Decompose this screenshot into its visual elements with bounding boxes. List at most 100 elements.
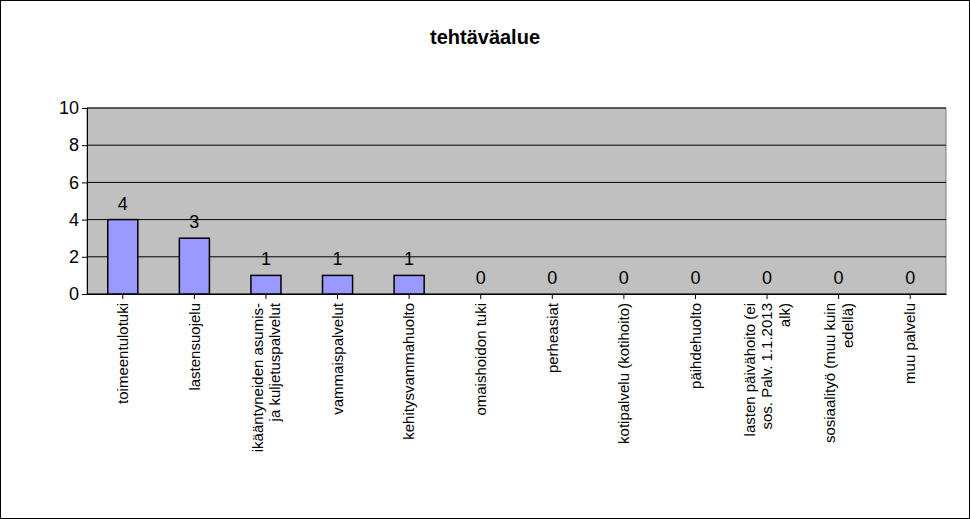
x-tick-label: sosiaalityö (muu kuin edellä): [821, 303, 855, 443]
data-label: 0: [476, 268, 486, 288]
x-tick-mark: [623, 294, 624, 299]
y-tick-mark: [82, 145, 87, 146]
x-tick-mark: [265, 294, 266, 299]
y-tick-label: 0: [69, 284, 79, 304]
x-tick-label: toimeentulotuki: [114, 303, 131, 404]
y-tick-mark: [82, 220, 87, 221]
x-tick-mark: [409, 294, 410, 299]
x-tick-label-line: alk): [776, 303, 793, 331]
x-tick-mark: [337, 294, 338, 299]
y-tick-label: 6: [69, 173, 79, 193]
x-tick: kehitysvammahuolto: [400, 294, 417, 440]
x-axis: toimeentulotuki lastensuojelu ikääntyneide…: [88, 294, 947, 452]
y-tick: 6: [69, 173, 87, 193]
data-label: 0: [834, 268, 844, 288]
x-tick-label-line: muu palvelu: [901, 303, 918, 384]
grid-line: [87, 182, 946, 183]
x-tick-label: omaishoidon tuki: [472, 303, 489, 416]
y-tick-label: 10: [59, 98, 79, 118]
grid-line: [87, 145, 946, 146]
y-tick-mark: [82, 257, 87, 258]
x-tick: toimeentulotuki: [114, 294, 131, 404]
x-tick-mark: [122, 294, 123, 299]
x-tick-label-line: lastensuojelu: [186, 303, 203, 391]
x-tick-label-line: päihdehuolto: [687, 303, 704, 389]
x-tick-label: lastensuojelu: [186, 303, 203, 391]
x-tick-mark: [194, 294, 195, 299]
bar: [323, 275, 353, 294]
bar: [251, 275, 281, 294]
data-label: 3: [189, 212, 199, 232]
x-tick-label-line: sos. Palv. 1.1.2013: [758, 303, 775, 434]
x-tick-mark: [552, 294, 553, 299]
y-tick: 2: [69, 247, 87, 267]
y-tick-label: 8: [69, 135, 79, 155]
chart-title: tehtäväalue: [430, 26, 540, 48]
x-tick-label: muu palvelu: [901, 303, 918, 384]
y-tick-mark: [82, 182, 87, 183]
data-labels: 431110000000: [118, 194, 915, 288]
chart-container: tehtäväalue4311100000000246810toimeentul…: [0, 0, 970, 519]
x-tick: kotipalvelu (kotihoito): [615, 294, 632, 444]
grid: [87, 108, 946, 294]
x-tick-label-line: ja kuljetuspalvelut: [266, 302, 283, 425]
data-label: 0: [762, 268, 772, 288]
bar: [824, 293, 854, 294]
data-label: 1: [333, 249, 343, 269]
data-label: 0: [619, 268, 629, 288]
data-label: 0: [690, 268, 700, 288]
bars: [108, 220, 424, 294]
data-label: 0: [905, 268, 915, 288]
y-tick: 10: [59, 98, 87, 118]
y-tick: 8: [69, 135, 87, 155]
y-tick: 0: [69, 284, 87, 304]
y-axis: 0 2 4 6 8 10: [59, 98, 88, 304]
x-tick: muu palvelu: [901, 294, 918, 384]
x-tick: päihdehuolto: [687, 294, 704, 389]
data-label: 4: [118, 194, 128, 214]
x-tick: ikääntyneiden asumis- ja kuljetuspalvelu…: [249, 294, 283, 452]
x-tick-mark: [767, 294, 768, 299]
bar: [895, 293, 925, 294]
grid-line: [87, 219, 946, 220]
x-tick-label-line: perheasiat: [544, 302, 561, 373]
x-tick-label: vammaispalvelut: [329, 302, 346, 415]
x-tick-mark: [838, 294, 839, 299]
x-tick-label-line: lasten päivähoito (ei: [741, 303, 758, 436]
x-axis-line: [88, 294, 947, 295]
data-label: 0: [547, 268, 557, 288]
bar: [394, 275, 424, 294]
bar: [179, 238, 209, 294]
y-tick-label: 4: [69, 210, 79, 230]
grid-line: [87, 108, 946, 109]
x-tick-label: ikääntyneiden asumis- ja kuljetuspalvelu…: [249, 302, 283, 452]
x-tick-label: kotipalvelu (kotihoito): [615, 303, 632, 444]
x-tick: lastensuojelu: [186, 294, 203, 391]
y-axis-line: [87, 109, 88, 295]
x-tick-mark: [695, 294, 696, 299]
bar: [108, 220, 138, 294]
x-tick-label-line: edellä): [839, 303, 856, 352]
x-tick-label: päihdehuolto: [687, 303, 704, 389]
x-tick-label-line: kotipalvelu (kotihoito): [615, 303, 632, 444]
bar: [752, 293, 782, 294]
chart-border: [1, 1, 970, 519]
x-tick-label-line: kehitysvammahuolto: [400, 303, 417, 440]
x-tick: vammaispalvelut: [329, 294, 346, 415]
y-tick: 4: [69, 210, 87, 230]
x-tick-label: perheasiat: [544, 302, 561, 373]
x-tick-label-line: ikääntyneiden asumis-: [249, 303, 266, 452]
bar: [609, 293, 639, 294]
y-tick-mark: [82, 108, 87, 109]
x-tick: omaishoidon tuki: [472, 294, 489, 416]
bar: [680, 293, 710, 294]
grid-line: [87, 256, 946, 257]
x-tick-label-line: omaishoidon tuki: [472, 303, 489, 416]
x-tick-label-line: vammaispalvelut: [329, 302, 346, 415]
x-tick-mark: [910, 294, 911, 299]
bar: [466, 293, 496, 294]
grid-line: [87, 294, 946, 295]
y-tick-mark: [82, 294, 87, 295]
y-tick-label: 2: [69, 247, 79, 267]
data-label: 1: [261, 249, 271, 269]
